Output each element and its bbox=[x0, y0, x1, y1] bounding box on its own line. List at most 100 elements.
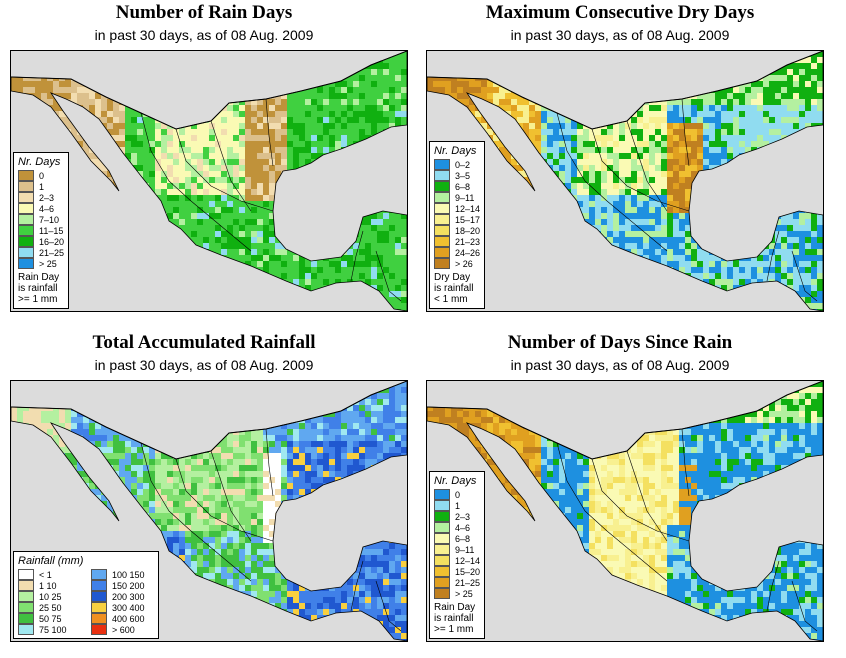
legend-label: 3–5 bbox=[455, 170, 471, 181]
country-border bbox=[427, 381, 823, 460]
state-border bbox=[681, 98, 690, 167]
legend-item: 1 10 bbox=[18, 580, 81, 591]
state-border bbox=[766, 230, 780, 282]
legend-label: 21–25 bbox=[39, 247, 65, 258]
legend-item: > 600 bbox=[91, 624, 154, 635]
legend-label: > 25 bbox=[455, 588, 473, 599]
legend-swatch bbox=[434, 214, 450, 225]
legend-item: 12–14 bbox=[434, 555, 480, 566]
legend-swatch bbox=[434, 159, 450, 170]
legend-item: 11–15 bbox=[18, 225, 64, 236]
legend-item: 0 bbox=[18, 170, 64, 181]
legend-note: Rain Day is rainfall >= 1 mm bbox=[434, 602, 476, 635]
panel-title: Maximum Consecutive Dry Days bbox=[485, 2, 755, 23]
state-border bbox=[791, 580, 818, 632]
legend-swatch bbox=[434, 522, 450, 533]
legend-swatch bbox=[434, 181, 450, 192]
legend-label: 0–2 bbox=[455, 159, 471, 170]
state-border bbox=[175, 458, 274, 542]
legend-item: 21–25 bbox=[434, 577, 480, 588]
legend-item: 6–8 bbox=[434, 181, 480, 192]
state-border bbox=[190, 530, 252, 582]
panel-days-since-rain: Number of Days Since Rain in past 30 day… bbox=[418, 330, 824, 648]
legend-item: 400 600 bbox=[91, 613, 154, 624]
legend-title: Nr. Days bbox=[434, 145, 477, 157]
legend-item: 2–3 bbox=[18, 192, 64, 203]
legend-label: 0 bbox=[455, 489, 461, 500]
state-border bbox=[681, 428, 690, 497]
legend: Nr. Days 0–2 3–5 6–8 9–11 12–14 15–17 18–20 21–… bbox=[429, 141, 486, 309]
legend-swatch bbox=[434, 511, 450, 522]
legend-item: 21–23 bbox=[434, 236, 480, 247]
legend-item: 100 150 bbox=[91, 569, 154, 580]
legend-label: > 600 bbox=[112, 624, 135, 635]
map-canvas bbox=[427, 381, 823, 641]
state-border bbox=[350, 560, 364, 612]
legend-item: 4–6 bbox=[18, 203, 64, 214]
map-canvas bbox=[427, 51, 823, 311]
legend-item: 1 bbox=[434, 500, 480, 511]
legend-swatch bbox=[18, 181, 34, 192]
legend-label: 24–26 bbox=[455, 247, 481, 258]
panel-rain-days: Number of Rain Days in past 30 days, as … bbox=[2, 0, 408, 318]
panel-subtitle: in past 30 days, as of 08 Aug. 2009 bbox=[94, 27, 314, 43]
state-border bbox=[175, 128, 274, 212]
legend-item: < 1 bbox=[18, 569, 81, 580]
legend-swatch bbox=[91, 602, 107, 613]
legend-swatch bbox=[434, 236, 450, 247]
legend-swatch bbox=[91, 624, 107, 635]
legend-label: 7–10 bbox=[39, 214, 60, 225]
legend-note: Dry Day is rainfall < 1 mm bbox=[434, 272, 474, 305]
panel-subtitle: in past 30 days, as of 08 Aug. 2009 bbox=[510, 357, 730, 373]
panel-subtitle: in past 30 days, as of 08 Aug. 2009 bbox=[94, 357, 314, 373]
legend-swatch bbox=[434, 566, 450, 577]
panel-total-rainfall: Total Accumulated Rainfall in past 30 da… bbox=[2, 330, 408, 648]
legend-swatch bbox=[18, 591, 34, 602]
legend-label: < 1 bbox=[39, 569, 52, 580]
state-border bbox=[140, 112, 192, 202]
legend-swatch bbox=[91, 591, 107, 602]
legend-label: 300 400 bbox=[112, 602, 145, 613]
legend-swatch bbox=[18, 258, 34, 269]
legend-label: 150 200 bbox=[112, 580, 145, 591]
state-border bbox=[556, 442, 608, 532]
legend-item: 50 75 bbox=[18, 613, 81, 624]
legend-label: 21–25 bbox=[455, 577, 481, 588]
legend-label: 11–15 bbox=[39, 225, 64, 236]
legend-label: 15–17 bbox=[455, 214, 481, 225]
country-border bbox=[427, 51, 823, 130]
legend-label: 0 bbox=[39, 170, 45, 181]
legend-label: 2–3 bbox=[455, 511, 471, 522]
legend-label: 9–11 bbox=[455, 192, 475, 203]
legend-label: 1 10 bbox=[39, 580, 57, 591]
legend-swatch bbox=[18, 580, 34, 591]
panel-title: Number of Days Since Rain bbox=[507, 332, 733, 353]
state-border bbox=[265, 428, 274, 497]
legend-item: 200 300 bbox=[91, 591, 154, 602]
legend-swatch bbox=[434, 203, 450, 214]
legend-label: 4–6 bbox=[39, 203, 55, 214]
legend-title: Rainfall (mm) bbox=[18, 555, 84, 567]
legend-swatch bbox=[434, 533, 450, 544]
panel-max-dry-days: Maximum Consecutive Dry Days in past 30 … bbox=[418, 0, 824, 318]
state-border bbox=[591, 458, 690, 542]
legend-label: 10 25 bbox=[39, 591, 62, 602]
legend-label: 2–3 bbox=[39, 192, 55, 203]
state-border bbox=[210, 450, 252, 542]
legend-label: > 26 bbox=[455, 258, 473, 269]
legend-item: 3–5 bbox=[434, 170, 480, 181]
state-border bbox=[626, 450, 668, 542]
state-border bbox=[766, 560, 780, 612]
legend: Nr. Days 0 1 2–3 4–6 6–8 9–11 12–14 15–20 21–25 >… bbox=[429, 471, 486, 639]
legend-item: 18–20 bbox=[434, 225, 480, 236]
legend-label: 21–23 bbox=[455, 236, 481, 247]
legend-item: 6–8 bbox=[434, 533, 480, 544]
state-border bbox=[375, 250, 402, 302]
legend-item: 15–17 bbox=[434, 214, 480, 225]
country-border bbox=[11, 51, 407, 130]
legend-label: 18–20 bbox=[455, 225, 481, 236]
legend-note: Rain Day is rainfall >= 1 mm bbox=[18, 272, 60, 305]
legend-swatch bbox=[18, 214, 34, 225]
state-border bbox=[375, 580, 402, 632]
